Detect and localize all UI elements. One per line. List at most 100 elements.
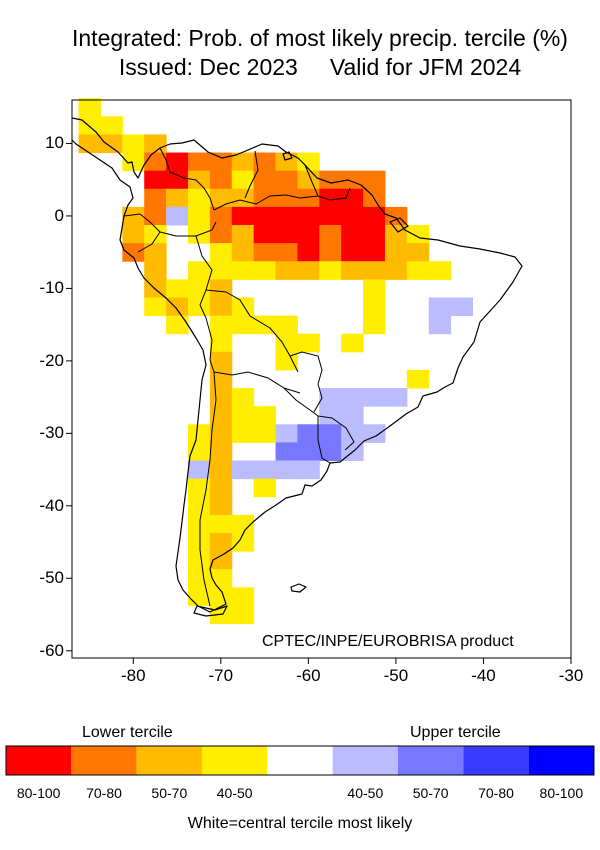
forecast-cell: [384, 388, 408, 407]
lon-tick-label: -80: [120, 666, 146, 685]
forecast-cell: [297, 188, 320, 208]
colorbar-label: 40-50: [347, 785, 384, 801]
forecast-cell: [450, 297, 474, 317]
forecast-cell: [428, 261, 452, 280]
forecast-cell: [166, 188, 189, 208]
forecast-cell: [297, 442, 320, 462]
forecast-cell: [144, 134, 167, 154]
forecast-cell: [341, 243, 364, 262]
lat-tick-label: -10: [39, 278, 64, 298]
legend-footnote: White=central tercile most likely: [187, 815, 413, 832]
colorbar-swatch: [528, 746, 594, 775]
forecast-cell: [253, 170, 277, 190]
forecast-cell: [253, 243, 277, 262]
forecast-cell: [166, 315, 189, 335]
forecast-cell: [406, 225, 430, 244]
forecast-cell: [122, 134, 145, 154]
forecast-cell: [231, 514, 255, 534]
lat-tick-label: 0: [54, 205, 64, 225]
forecast-cell: [144, 243, 167, 262]
forecast-cell: [166, 170, 189, 190]
forecast-cell: [275, 225, 298, 244]
colorbar-label: 80-100: [539, 785, 584, 801]
forecast-cell: [428, 315, 452, 335]
border-uruguay-argentina: [317, 416, 331, 464]
issued-text: Issued: Dec 2023: [118, 54, 298, 80]
forecast-cell: [231, 587, 255, 606]
forecast-cell: [319, 261, 342, 280]
forecast-cell: [100, 116, 123, 135]
forecast-cell: [275, 243, 298, 262]
forecast-cell: [363, 261, 386, 280]
forecast-cell: [78, 134, 101, 154]
forecast-cell: [122, 243, 145, 262]
forecast-cell: [231, 406, 255, 425]
forecast-cell: [319, 388, 342, 407]
forecast-cell: [78, 116, 101, 135]
forecast-cell: [209, 551, 233, 570]
forecast-cell: [297, 333, 320, 353]
forecast-cell: [341, 333, 364, 353]
forecast-cell: [100, 134, 123, 154]
forecast-cell: [319, 243, 342, 262]
forecast-cell: [319, 225, 342, 244]
forecast-cell: [363, 424, 386, 443]
tierra-del-fuego: [193, 605, 228, 617]
forecast-cell: [319, 424, 342, 443]
border-peru-bolivia: [205, 317, 215, 373]
forecast-cell: [187, 532, 211, 552]
forecast-cell: [122, 225, 145, 244]
lon-tick-label: -70: [208, 666, 234, 685]
lat-tick-label: 10: [45, 133, 64, 153]
forecast-cell: [319, 170, 342, 190]
forecast-cell: [231, 388, 255, 407]
forecast-cell: [209, 587, 233, 606]
forecast-cell: [341, 188, 364, 208]
forecast-cell: [275, 424, 298, 443]
forecast-cell: [187, 569, 211, 588]
forecast-cell: [209, 532, 233, 552]
forecast-cell: [209, 225, 233, 244]
forecast-cell: [384, 206, 408, 226]
forecast-cell: [166, 279, 189, 298]
lat-tick-label: -20: [39, 350, 64, 370]
coastline: [71, 117, 523, 617]
forecast-cell: [209, 297, 233, 317]
forecast-cell: [384, 261, 408, 280]
forecast-cell: [231, 188, 255, 208]
forecast-cell: [341, 225, 364, 244]
forecast-cell: [187, 188, 211, 208]
forecast-cell: [187, 551, 211, 570]
forecast-cell: [209, 569, 233, 588]
lon-tick-label: -30: [558, 666, 584, 685]
forecast-cell: [297, 261, 320, 280]
colorbar-label: 50-70: [412, 785, 449, 801]
forecast-cell: [297, 206, 320, 226]
forecast-cell: [144, 206, 167, 226]
border-colombia-venezuela: [159, 147, 215, 211]
forecast-cell: [341, 406, 364, 425]
forecast-cell: [122, 206, 145, 226]
border-bolivia-paraguay-argentina: [213, 371, 301, 394]
forecast-cell: [187, 587, 211, 606]
forecast-cell: [231, 206, 255, 226]
forecast-cell: [363, 206, 386, 226]
forecast-cell: [187, 424, 211, 443]
forecast-cell: [363, 279, 386, 298]
colorbar-label: 70-80: [478, 785, 514, 801]
forecast-cell: [275, 333, 298, 353]
forecast-cell: [253, 206, 277, 226]
forecast-cell: [231, 460, 255, 480]
south-america-coastline: [71, 117, 523, 613]
forecast-cell: [428, 297, 452, 317]
colorbar-label: 80-100: [16, 785, 61, 801]
forecast-cell: [166, 297, 189, 317]
forecast-cell: [209, 351, 233, 371]
forecast-cell: [209, 478, 233, 498]
forecast-cell: [166, 206, 189, 226]
forecast-cell: [319, 442, 342, 462]
forecast-cell: [187, 496, 211, 516]
forecast-cell: [209, 279, 233, 298]
forecast-cell: [341, 206, 364, 226]
